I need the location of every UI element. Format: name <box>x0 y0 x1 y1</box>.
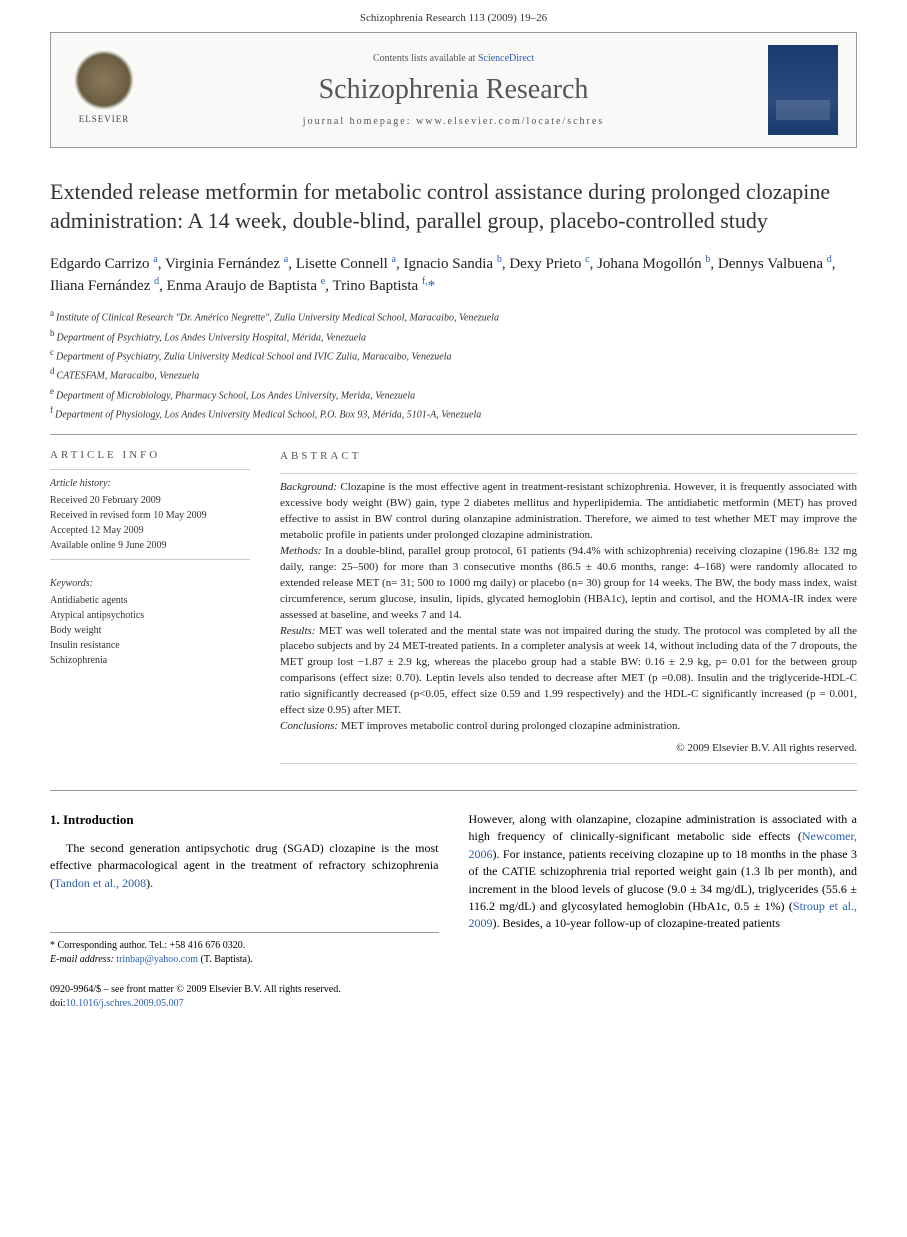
publisher-logo: ELSEVIER <box>69 50 139 130</box>
email-label: E-mail address: <box>50 954 114 965</box>
journal-title: Schizophrenia Research <box>159 74 748 106</box>
abs-methods-text: In a double-blind, parallel group protoc… <box>280 545 857 621</box>
running-header: Schizophrenia Research 113 (2009) 19–26 <box>0 0 907 32</box>
article-history-lines: Received 20 February 2009Received in rev… <box>50 493 250 553</box>
abs-conclusions-text: MET improves metabolic control during pr… <box>338 720 680 732</box>
history-line: Accepted 12 May 2009 <box>50 523 250 538</box>
body-column-left: 1. Introduction The second generation an… <box>50 811 439 1011</box>
abs-background-label: Background: <box>280 481 337 493</box>
issn-copyright-line: 0920-9964/$ – see front matter © 2009 El… <box>50 983 439 997</box>
abstract-heading: ABSTRACT <box>280 449 857 465</box>
affiliation-line: cDepartment of Psychiatry, Zulia Univers… <box>50 346 857 364</box>
history-line: Available online 9 June 2009 <box>50 538 250 553</box>
article-info-heading: ARTICLE INFO <box>50 449 250 461</box>
abs-methods-label: Methods: <box>280 545 322 557</box>
corresponding-author-footnote: * Corresponding author. Tel.: +58 416 67… <box>50 932 439 967</box>
abs-results-text: MET was well tolerated and the mental st… <box>280 625 857 717</box>
history-line: Received in revised form 10 May 2009 <box>50 508 250 523</box>
elsevier-tree-icon <box>74 50 134 110</box>
keyword-item: Atypical antipsychotics <box>50 608 250 623</box>
abs-background-text: Clozapine is the most effective agent in… <box>280 481 857 541</box>
thin-divider <box>50 559 250 560</box>
affiliations-list: aInstitute of Clinical Research "Dr. Amé… <box>50 307 857 422</box>
body-column-right: However, along with olanzapine, clozapin… <box>469 811 858 1011</box>
affiliation-line: aInstitute of Clinical Research "Dr. Amé… <box>50 307 857 325</box>
contents-prefix: Contents lists available at <box>373 53 478 64</box>
intro-paragraph-1: The second generation antipsychotic drug… <box>50 840 439 892</box>
homepage-url: www.elsevier.com/locate/schres <box>416 116 604 127</box>
publisher-name: ELSEVIER <box>79 114 130 124</box>
thin-divider <box>50 469 250 470</box>
journal-homepage-line: journal homepage: www.elsevier.com/locat… <box>159 116 748 127</box>
keyword-item: Insulin resistance <box>50 638 250 653</box>
section-divider <box>50 790 857 791</box>
intro-p2-c: ). Besides, a 10-year follow-up of cloza… <box>493 916 781 930</box>
affiliation-line: dCATESFAM, Maracaibo, Venezuela <box>50 365 857 383</box>
affiliation-line: fDepartment of Physiology, Los Andes Uni… <box>50 404 857 422</box>
keyword-item: Body weight <box>50 623 250 638</box>
sciencedirect-link[interactable]: ScienceDirect <box>478 53 534 64</box>
thin-divider <box>280 473 857 474</box>
corr-email-link[interactable]: trinbap@yahoo.com <box>116 954 198 965</box>
abstract-body: Background: Clozapine is the most effect… <box>280 480 857 735</box>
journal-masthead: ELSEVIER Contents lists available at Sci… <box>50 32 857 148</box>
keywords-label: Keywords: <box>50 576 250 591</box>
keyword-item: Antidiabetic agents <box>50 593 250 608</box>
body-two-column: 1. Introduction The second generation an… <box>50 811 857 1011</box>
author-list: Edgardo Carrizo a, Virginia Fernández a,… <box>50 253 857 297</box>
article-info-sidebar: ARTICLE INFO Article history: Received 2… <box>50 449 250 770</box>
affiliation-line: eDepartment of Microbiology, Pharmacy Sc… <box>50 385 857 403</box>
abstract-copyright: © 2009 Elsevier B.V. All rights reserved… <box>280 741 857 757</box>
article-title: Extended release metformin for metabolic… <box>50 178 857 235</box>
corr-author-line: * Corresponding author. Tel.: +58 416 67… <box>50 939 439 953</box>
homepage-prefix: journal homepage: <box>303 116 416 127</box>
masthead-center: Contents lists available at ScienceDirec… <box>159 53 748 127</box>
article-history-label: Article history: <box>50 476 250 491</box>
thin-divider <box>280 763 857 764</box>
abs-conclusions-label: Conclusions: <box>280 720 338 732</box>
abstract-block: ABSTRACT Background: Clozapine is the mo… <box>280 449 857 770</box>
affiliation-line: bDepartment of Psychiatry, Los Andes Uni… <box>50 327 857 345</box>
intro-paragraph-2: However, along with olanzapine, clozapin… <box>469 811 858 933</box>
contents-available-line: Contents lists available at ScienceDirec… <box>159 53 748 64</box>
keyword-item: Schizophrenia <box>50 653 250 668</box>
journal-footer: 0920-9964/$ – see front matter © 2009 El… <box>50 983 439 1011</box>
abs-results-label: Results: <box>280 625 315 637</box>
corr-email-name: (T. Baptista). <box>201 954 253 965</box>
intro-p2-a: However, along with olanzapine, clozapin… <box>469 812 858 843</box>
history-line: Received 20 February 2009 <box>50 493 250 508</box>
section-divider <box>50 434 857 435</box>
journal-cover-thumbnail <box>768 45 838 135</box>
keywords-list: Antidiabetic agentsAtypical antipsychoti… <box>50 593 250 668</box>
doi-link[interactable]: 10.1016/j.schres.2009.05.007 <box>66 998 184 1009</box>
intro-p1-post: ). <box>146 876 153 890</box>
doi-prefix: doi: <box>50 998 66 1009</box>
citation-tandon-2008[interactable]: Tandon et al., 2008 <box>54 876 146 890</box>
intro-heading: 1. Introduction <box>50 811 439 830</box>
